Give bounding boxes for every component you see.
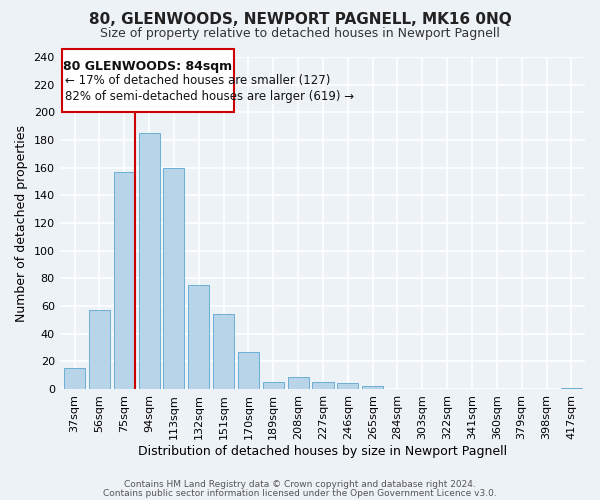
Bar (188, 286, 209, 389)
Bar (561, 388, 582, 389)
Y-axis label: Number of detached properties: Number of detached properties (15, 124, 28, 322)
Text: 80, GLENWOODS, NEWPORT PAGNELL, MK16 0NQ: 80, GLENWOODS, NEWPORT PAGNELL, MK16 0NQ (89, 12, 511, 28)
Bar (139, 133, 160, 389)
Bar (313, 382, 334, 389)
FancyBboxPatch shape (62, 49, 233, 112)
Bar (64, 368, 85, 389)
Bar (263, 382, 284, 389)
Text: 80 GLENWOODS: 84sqm: 80 GLENWOODS: 84sqm (63, 60, 232, 73)
Text: 82% of semi-detached houses are larger (619) →: 82% of semi-detached houses are larger (… (65, 90, 354, 104)
Bar (89, 310, 110, 389)
Text: Size of property relative to detached houses in Newport Pagnell: Size of property relative to detached ho… (100, 28, 500, 40)
Bar (287, 376, 308, 389)
Bar (163, 168, 184, 389)
Bar (362, 386, 383, 389)
Bar (337, 384, 358, 389)
Text: Contains public sector information licensed under the Open Government Licence v3: Contains public sector information licen… (103, 488, 497, 498)
Bar (238, 352, 259, 389)
Bar (113, 172, 135, 389)
Text: ← 17% of detached houses are smaller (127): ← 17% of detached houses are smaller (12… (65, 74, 330, 86)
Text: Contains HM Land Registry data © Crown copyright and database right 2024.: Contains HM Land Registry data © Crown c… (124, 480, 476, 489)
X-axis label: Distribution of detached houses by size in Newport Pagnell: Distribution of detached houses by size … (138, 444, 507, 458)
Bar (213, 314, 234, 389)
